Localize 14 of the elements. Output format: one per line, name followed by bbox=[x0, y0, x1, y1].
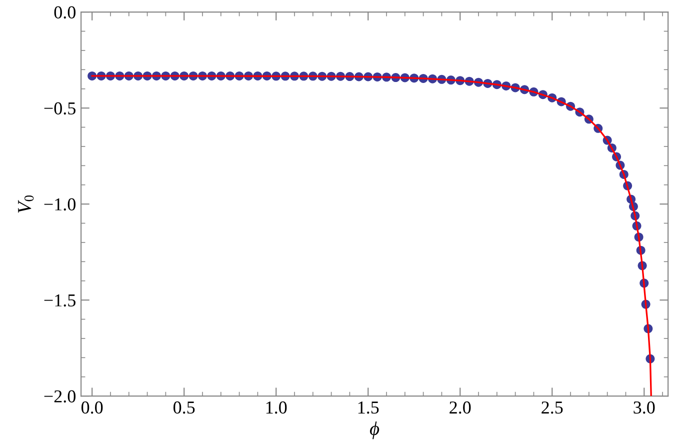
x-tick-label: 1.0 bbox=[266, 401, 287, 414]
y-tick-label: −1.5 bbox=[44, 294, 76, 307]
y-axis-title: V$_{0}$ bbox=[18, 195, 34, 213]
y-tick-label: −2.0 bbox=[44, 390, 76, 403]
x-axis-title: ϕ bbox=[370, 421, 380, 440]
x-tick-label: 0.0 bbox=[81, 401, 103, 414]
y-tick-label: −0.5 bbox=[44, 102, 76, 115]
y-tick-label: −1.0 bbox=[44, 198, 76, 211]
x-tick-label: 3.0 bbox=[634, 401, 655, 414]
y-tick-label: 0.0 bbox=[54, 6, 76, 19]
x-tick-label: 2.0 bbox=[450, 401, 471, 414]
x-tick-label: 0.5 bbox=[173, 401, 195, 414]
x-tick-label: 2.5 bbox=[542, 401, 563, 414]
x-tick-label: 1.5 bbox=[358, 402, 379, 414]
